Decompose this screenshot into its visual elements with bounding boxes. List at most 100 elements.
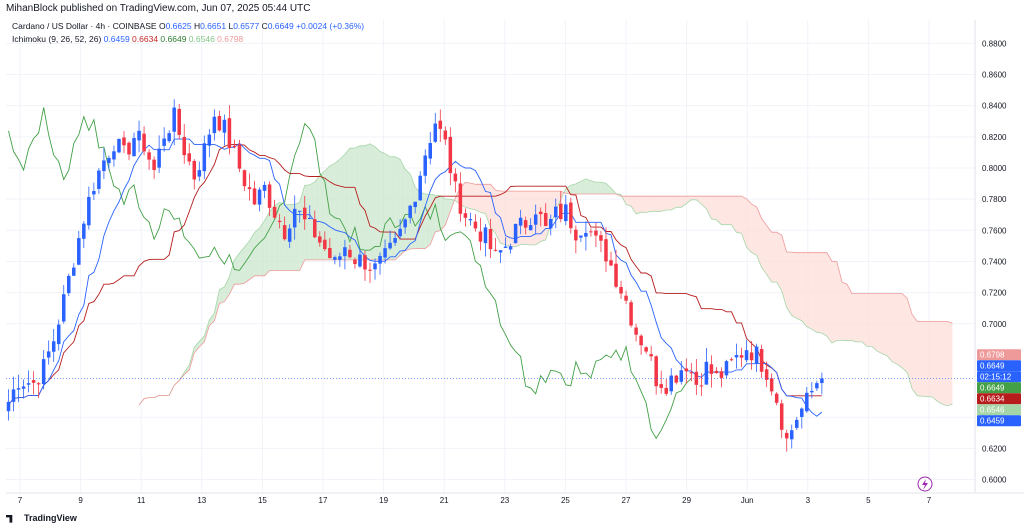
cloud-segment — [651, 196, 657, 212]
candle-body — [739, 355, 744, 358]
price-label-bg — [977, 382, 1021, 394]
candle-body — [594, 230, 598, 236]
cloud-segment — [199, 336, 205, 348]
cloud-segment — [540, 191, 546, 242]
cloud-segment — [631, 196, 637, 214]
cloud-segment — [475, 184, 481, 213]
candle-body — [559, 203, 563, 220]
cloud-segment — [671, 196, 677, 210]
candle-body — [212, 116, 217, 134]
cloud-segment — [806, 252, 812, 330]
candle-body — [538, 211, 543, 215]
base-line — [8, 143, 822, 406]
cloud-segment — [550, 191, 556, 225]
candle-body — [800, 408, 804, 417]
candle-body — [769, 378, 774, 392]
conversion-line — [8, 138, 823, 417]
cloud-segment — [465, 182, 471, 209]
cloud-segment — [505, 191, 511, 247]
cloud-segment — [771, 232, 777, 283]
candle-body — [815, 383, 819, 389]
cloud-segment — [259, 220, 265, 276]
tradingview-logo-text: TradingView — [24, 513, 77, 523]
cloud-segment — [254, 228, 260, 276]
y-tick-label: 0.7600 — [982, 226, 1007, 235]
candle-body — [438, 120, 443, 129]
candle-body — [77, 238, 81, 265]
cloud-segment — [681, 196, 687, 208]
cloud-segment — [605, 183, 611, 195]
cloud-segment — [570, 183, 576, 195]
candle-body — [368, 269, 372, 271]
candle-body — [217, 116, 222, 131]
candle-body — [378, 255, 382, 264]
candle-body — [774, 393, 779, 403]
cloud-segment — [370, 143, 376, 260]
ichimoku-lagging-value: 0.6649 — [160, 34, 187, 44]
candle-body — [759, 348, 764, 372]
candle-body — [182, 137, 186, 156]
candle-body — [117, 138, 121, 153]
candle-body — [21, 386, 26, 389]
candle-body — [654, 356, 658, 387]
candle-body — [343, 247, 347, 257]
candle-body — [684, 368, 689, 372]
cloud-segment — [917, 321, 923, 397]
candle-body — [232, 145, 237, 148]
candle-body — [403, 219, 407, 228]
time-axis[interactable]: 7 9 11 13 15 17 19 21 23 25 27 29 Jun 3 5 7 — [18, 496, 932, 505]
candle-body — [478, 231, 483, 242]
candle-body — [498, 250, 503, 253]
candle-body — [87, 196, 91, 226]
price-label-text: 0.6546 — [980, 406, 1005, 415]
cloud-segment — [892, 293, 898, 365]
candle-body — [584, 232, 588, 237]
cloud-segment — [234, 253, 240, 285]
candle-body — [589, 231, 593, 233]
high-label: H — [193, 21, 201, 31]
candlesticks — [6, 99, 824, 452]
cloud-segment — [535, 191, 541, 245]
candle-body — [609, 260, 613, 266]
candle-body — [749, 352, 754, 361]
x-tick-label: 25 — [561, 496, 570, 505]
price-label-text: 0.6798 — [980, 351, 1005, 360]
replay-icon[interactable] — [917, 476, 933, 492]
x-tick-label: 19 — [379, 496, 388, 505]
cloud-segment — [525, 191, 531, 246]
cloud-segment — [882, 293, 888, 356]
candle-body — [805, 392, 809, 412]
price-label-bg — [977, 349, 1021, 361]
candle-body — [548, 219, 553, 229]
candle-body — [569, 202, 573, 229]
candle-body — [187, 153, 192, 162]
cloud-segment — [590, 180, 596, 195]
cloud-segment — [831, 261, 837, 343]
symbol-legend[interactable]: Cardano / US Dollar · 4h · COINBASE O0.6… — [12, 20, 364, 32]
price-label-bg — [977, 360, 1021, 372]
candle-body — [599, 235, 603, 241]
candle-body — [318, 236, 322, 243]
cloud-segment — [364, 143, 371, 260]
cloud-segment — [666, 196, 672, 210]
cloud-segment — [867, 293, 873, 347]
cloud-segment — [249, 232, 255, 280]
candle-body — [172, 107, 176, 132]
cloud-segment — [560, 188, 566, 200]
tradingview-logo[interactable]: TradingView — [6, 513, 77, 523]
cloud-segment — [927, 321, 933, 397]
candle-body — [533, 214, 538, 225]
cloud-segment — [756, 206, 762, 268]
cloud-segment — [641, 196, 647, 213]
candle-body — [724, 361, 729, 376]
cloud-segment — [877, 293, 883, 354]
cloud-segment — [912, 314, 918, 396]
price-axis[interactable]: 0.8800 0.8600 0.8400 0.8200 0.8000 0.7800 0.76… — [982, 39, 1007, 484]
ichimoku-legend[interactable]: Ichimoku (9, 26, 52, 26) 0.6459 0.6634 0… — [12, 33, 243, 45]
cloud-segment — [359, 145, 365, 260]
cloud-segment — [922, 321, 928, 397]
cloud-segment — [530, 191, 536, 246]
candle-body — [564, 204, 568, 222]
candle-body — [56, 324, 61, 345]
